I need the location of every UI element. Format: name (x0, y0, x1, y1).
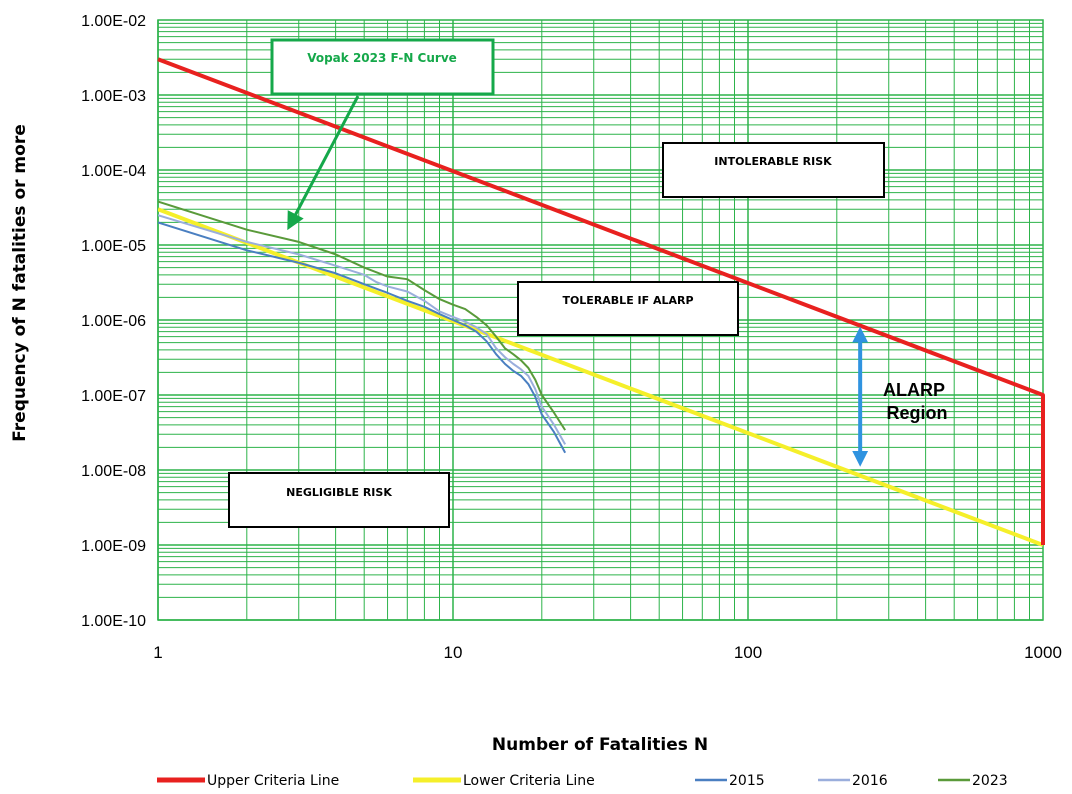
callout-box (270, 38, 495, 96)
legend-label: 2023 (972, 773, 1008, 789)
x-tick-label: 100 (734, 643, 762, 662)
y-tick-labels: 1.00E-02 1.00E-03 1.00E-04 1.00E-05 1.00E-06… (81, 13, 146, 630)
series-line-2016 (158, 214, 567, 445)
y-tick-label: 1.00E-04 (81, 163, 146, 180)
x-axis-title: Number of Fatalities N (492, 735, 708, 755)
negligible-region-label: NEGLIGIBLE RISK (228, 472, 450, 528)
svg-text:INTOLERABLE RISK: INTOLERABLE RISK (714, 155, 832, 168)
tolerable-region-label: TOLERABLE IF ALARP (517, 281, 739, 336)
plot-border (157, 19, 1044, 621)
callout: Vopak 2023 F-N Curve (270, 38, 495, 231)
y-tick-label: 1.00E-03 (81, 88, 146, 105)
series-line-2015 (158, 221, 567, 454)
y-tick-label: 1.00E-07 (81, 388, 146, 405)
y-tick-label: 1.00E-09 (81, 538, 146, 555)
legend-label: Upper Criteria Line (207, 773, 339, 789)
svg-text:NEGLIGIBLE RISK: NEGLIGIBLE RISK (286, 486, 392, 499)
legend-label: 2015 (729, 773, 765, 789)
legend-label: 2016 (852, 773, 888, 789)
series-layer (158, 200, 1043, 547)
callout-arrow (287, 95, 360, 231)
alarp-annotation: ALARP Region (852, 326, 948, 467)
y-tick-label: 1.00E-06 (81, 313, 146, 330)
series-line-upper-criteria-line (157, 57, 1045, 545)
upper-line-drop (157, 57, 1045, 545)
x-tick-label: 10 (444, 643, 463, 662)
y-axis-title: Frequency of N fatalities or more (10, 124, 30, 442)
svg-text:TOLERABLE IF ALARP: TOLERABLE IF ALARP (562, 294, 693, 307)
x-tick-label: 1 (153, 643, 162, 662)
x-tick-labels: 1 10 100 1000 (153, 643, 1062, 662)
intolerable-region-label: INTOLERABLE RISK (662, 142, 885, 198)
series-line-2023 (158, 200, 567, 431)
callout-text: Vopak 2023 F-N Curve (307, 51, 457, 65)
y-tick-label: 1.00E-02 (81, 13, 146, 30)
legend-label: Lower Criteria Line (463, 773, 595, 789)
legend: Upper Criteria Line Lower Criteria Line 20… (157, 773, 1008, 789)
alarp-label-line2: Region (887, 403, 948, 423)
y-tick-label: 1.00E-05 (81, 238, 146, 255)
alarp-label-line1: ALARP (883, 380, 945, 400)
y-tick-label: 1.00E-10 (81, 613, 146, 630)
x-tick-label: 1000 (1024, 643, 1062, 662)
y-tick-label: 1.00E-08 (81, 463, 146, 480)
